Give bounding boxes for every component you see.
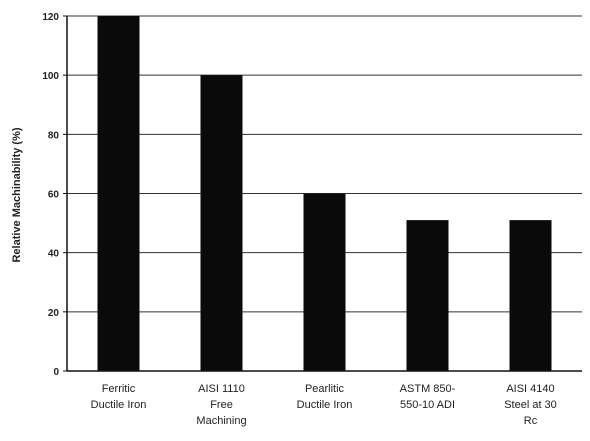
x-category-label-line: Ferritic	[102, 383, 136, 395]
bar	[509, 220, 552, 371]
bar	[303, 193, 346, 371]
x-category-label-line: Machining	[196, 415, 246, 427]
x-category-label-line: AISI 4140	[506, 383, 554, 395]
bar	[200, 75, 243, 372]
x-category-label: Ferritic Ductile Iron	[91, 383, 147, 411]
x-category-label: ASTM 850- 550-10 ADI	[400, 383, 456, 411]
y-tick-label: 120	[42, 12, 59, 23]
axes	[66, 16, 582, 372]
y-tick-label: 0	[53, 367, 59, 378]
x-category-label-line: Steel at 30	[504, 399, 557, 411]
y-tick-label: 60	[48, 190, 60, 201]
x-category-label-line: Rc	[524, 415, 538, 427]
y-tick-label: 20	[48, 308, 60, 319]
y-tick-label: 40	[48, 249, 60, 260]
y-tick-labels: 0 20 40 60 80 100 120	[42, 12, 59, 378]
x-category-label-line: Ductile Iron	[297, 399, 353, 411]
y-tick-label: 80	[48, 130, 60, 141]
bars	[97, 16, 552, 372]
bar	[406, 220, 449, 371]
x-category-label: Pearlitic Ductile Iron	[297, 383, 353, 411]
x-category-label: AISI 4140 Steel at 30 Rc	[504, 383, 557, 427]
y-tick-label: 100	[42, 71, 59, 82]
x-category-labels: Ferritic Ductile Iron AISI 1110 Free Machini…	[91, 383, 557, 427]
x-category-label-line: Ductile Iron	[91, 399, 147, 411]
x-category-label-line: Free	[210, 399, 233, 411]
x-category-label: AISI 1110 Free Machining	[196, 383, 246, 427]
x-category-label-line: AISI 1110	[198, 383, 245, 395]
x-category-label-line: 550-10 ADI	[400, 399, 455, 411]
bar	[97, 16, 140, 371]
y-axis-title: Relative Machinability (%)	[11, 127, 23, 262]
x-category-label-line: ASTM 850-	[400, 383, 456, 395]
x-category-label-line: Pearlitic	[305, 383, 345, 395]
